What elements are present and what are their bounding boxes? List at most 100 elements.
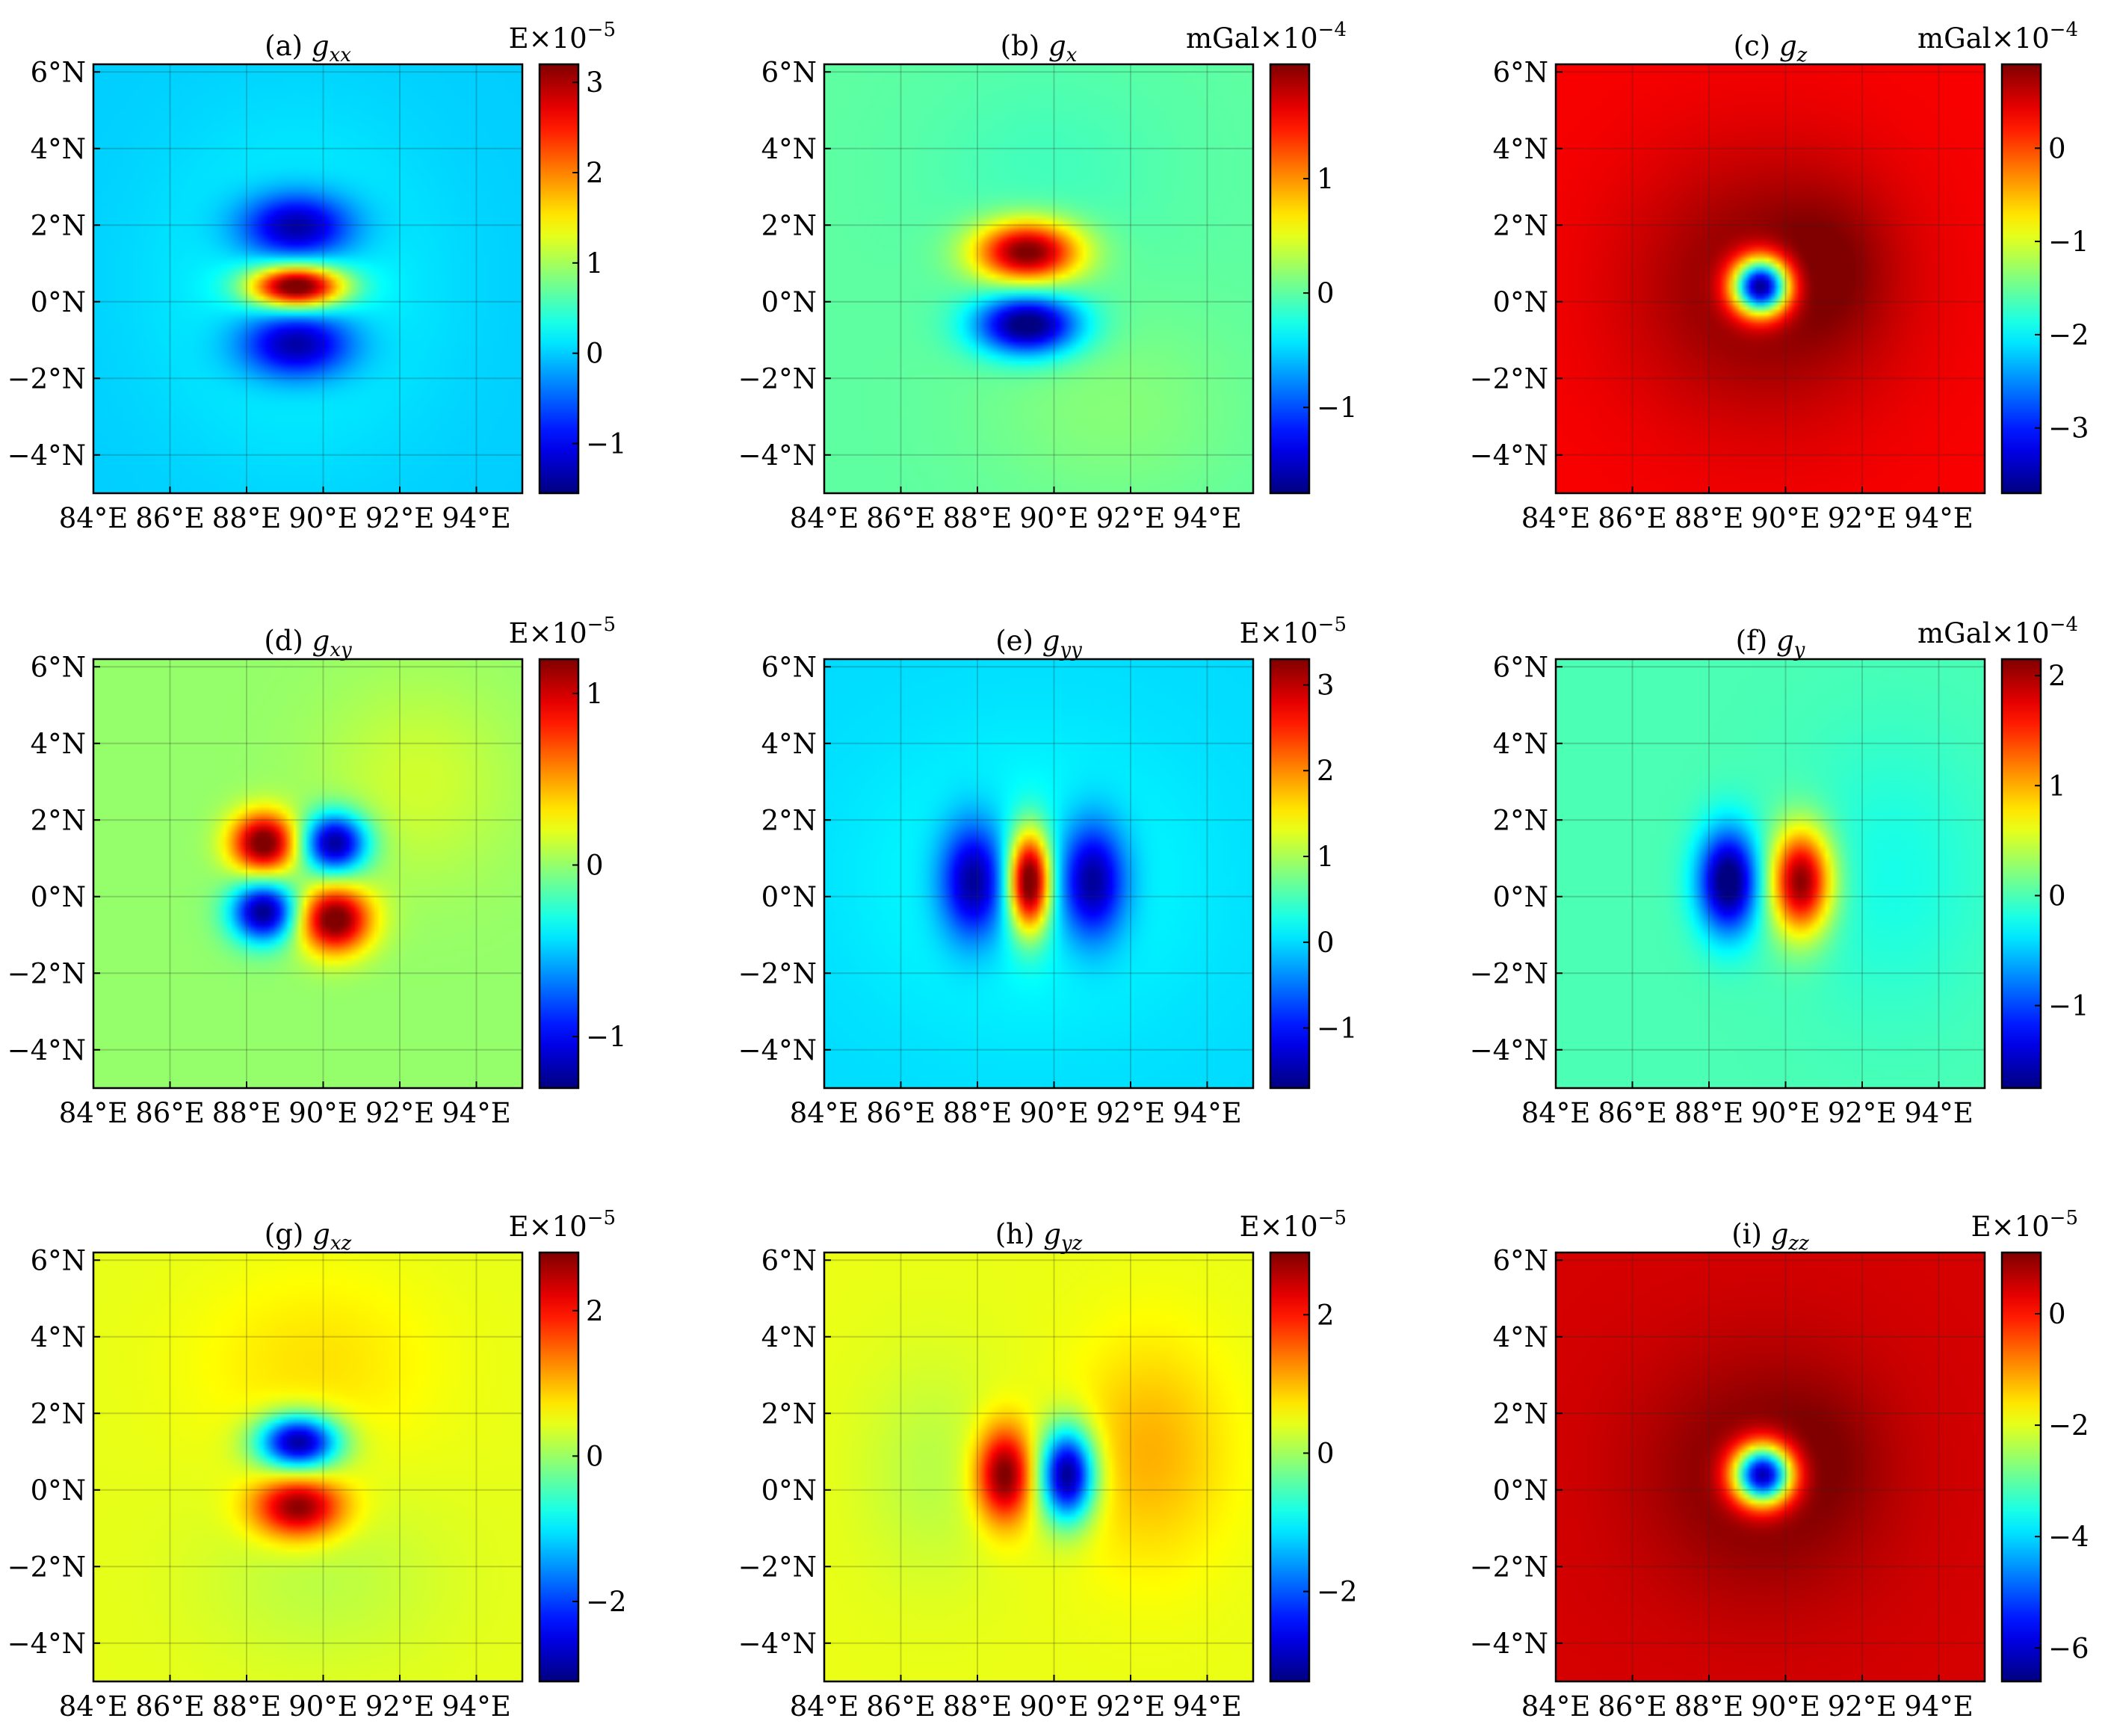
y-tick-label: 4°N xyxy=(31,1321,86,1353)
colorbar-frame xyxy=(1269,1251,1311,1683)
y-tick-label: −2°N xyxy=(1470,1551,1548,1583)
panel-c: 84°E 86°E 88°E 90°E 92°E 94°E −4°N −2°N 0°N 2°N 4°… xyxy=(1470,19,2089,534)
panel-title: (f) gy xyxy=(1736,625,1805,661)
y-tick-label: 4°N xyxy=(761,1321,817,1353)
axes-frame xyxy=(823,658,1255,1090)
x-tick-label: 88°E xyxy=(1675,1097,1744,1129)
x-tick-label: 86°E xyxy=(1598,502,1667,534)
y-tick-label: −4°N xyxy=(1470,1034,1548,1066)
panel-subscript: xx xyxy=(330,44,352,67)
colorbar-frame xyxy=(538,63,580,495)
colorbar-tick-label: 2 xyxy=(586,157,604,189)
colorbar-tick-label: −2 xyxy=(586,1586,627,1618)
x-tick-label: 94°E xyxy=(442,1097,511,1129)
panel-subscript: yy xyxy=(1059,639,1082,661)
panel-title: (a) gxx xyxy=(265,30,351,67)
x-tick-label: 84°E xyxy=(59,1690,129,1723)
colorbar-unit: mGal×10−4 xyxy=(1917,19,2078,55)
colorbar-tick-label: −1 xyxy=(586,428,627,460)
y-tick-label: 4°N xyxy=(1493,133,1548,165)
heatmap xyxy=(93,1252,522,1681)
colorbar-unit: E×10−5 xyxy=(1240,1207,1347,1243)
heatmap xyxy=(1556,659,1985,1088)
colorbar-unit: E×10−5 xyxy=(509,19,616,55)
y-tick-label: −2°N xyxy=(7,957,86,989)
panel-label: (g) xyxy=(265,1218,312,1250)
unit-exponent: −5 xyxy=(587,1207,616,1229)
y-tick-label: −4°N xyxy=(1470,1628,1548,1660)
unit-name: E×10 xyxy=(509,22,587,55)
x-tick-label: 88°E xyxy=(212,1690,282,1723)
unit-name: E×10 xyxy=(1240,1211,1318,1243)
panel-title: (e) gyy xyxy=(995,625,1082,661)
y-tick-label: 2°N xyxy=(1493,1397,1548,1430)
panel-title: (h) gyz xyxy=(995,1218,1083,1255)
y-tick-label: −4°N xyxy=(7,439,86,472)
unit-exponent: −5 xyxy=(587,614,616,636)
y-tick-label: 4°N xyxy=(31,728,86,760)
x-tick-label: 94°E xyxy=(1904,1097,1974,1129)
colorbar-tick-label: 0 xyxy=(586,338,604,370)
y-tick-label: −4°N xyxy=(1470,439,1548,472)
colorbar-tick-label: −2 xyxy=(1317,1576,1358,1608)
x-tick-label: 84°E xyxy=(59,1097,129,1129)
panel-symbol: g xyxy=(312,30,330,62)
colorbar-tick-label: 1 xyxy=(2048,770,2066,802)
y-tick-label: 2°N xyxy=(761,209,817,241)
panel-label: (e) xyxy=(995,625,1042,657)
x-tick-label: 88°E xyxy=(943,1097,1013,1129)
x-tick-label: 94°E xyxy=(442,1690,511,1723)
panel-subscript: xz xyxy=(330,1232,352,1255)
panel-b: 84°E 86°E 88°E 90°E 92°E 94°E −4°N −2°N 0°N 2°N 4°… xyxy=(738,19,1358,534)
x-tick-label: 86°E xyxy=(135,1690,205,1723)
x-tick-label: 86°E xyxy=(135,1097,205,1129)
x-tick-label: 86°E xyxy=(1598,1097,1667,1129)
panel-label: (a) xyxy=(265,30,312,62)
x-tick-label: 90°E xyxy=(288,1690,358,1723)
x-tick-label: 90°E xyxy=(1751,502,1820,534)
colorbar-unit: E×10−5 xyxy=(1971,1207,2078,1243)
panel-title: (b) gx xyxy=(1001,30,1078,67)
colorbar-frame xyxy=(1269,658,1311,1090)
y-tick-label: −2°N xyxy=(7,362,86,395)
y-tick-label: 4°N xyxy=(761,728,817,760)
x-tick-label: 94°E xyxy=(1172,1097,1242,1129)
colorbar-tick-label: −2 xyxy=(2048,1409,2089,1442)
axes-frame xyxy=(1554,658,1986,1090)
y-tick-label: 2°N xyxy=(761,804,817,836)
y-tick-label: 6°N xyxy=(31,651,86,683)
unit-exponent: −5 xyxy=(2050,1207,2078,1229)
colorbar-tick-label: −4 xyxy=(2048,1521,2089,1553)
colorbar xyxy=(540,1252,578,1681)
panel-symbol: g xyxy=(312,625,330,657)
colorbar-tick-label: 3 xyxy=(1317,669,1335,701)
colorbar-tick-label: 2 xyxy=(1317,755,1335,787)
y-tick-label: −2°N xyxy=(738,1551,817,1583)
x-tick-label: 88°E xyxy=(1675,502,1744,534)
x-tick-label: 90°E xyxy=(288,1097,358,1129)
y-tick-label: 2°N xyxy=(31,804,86,836)
panel-i: 84°E 86°E 88°E 90°E 92°E 94°E −4°N −2°N 0°N 2°N 4°… xyxy=(1470,1207,2089,1723)
y-tick-label: −4°N xyxy=(738,1034,817,1066)
colorbar-tick-label: −1 xyxy=(2048,990,2089,1022)
unit-exponent: −5 xyxy=(1318,614,1347,636)
axes-frame xyxy=(1554,63,1986,495)
x-tick-label: 92°E xyxy=(365,502,435,534)
y-tick-label: −4°N xyxy=(7,1628,86,1660)
panel-subscript: y xyxy=(1793,639,1805,661)
colorbar-tick-label: 2 xyxy=(1317,1299,1335,1331)
colorbar-tick-label: 2 xyxy=(586,1295,604,1327)
x-tick-label: 92°E xyxy=(1096,1690,1166,1723)
panel-f: 84°E 86°E 88°E 90°E 92°E 94°E −4°N −2°N 0°N 2°N 4°… xyxy=(1470,614,2089,1129)
axes-frame xyxy=(92,1251,524,1683)
y-tick-label: 4°N xyxy=(1493,728,1548,760)
y-tick-label: 0°N xyxy=(31,881,86,913)
colorbar-tick-label: −3 xyxy=(2048,413,2089,445)
panel-subscript: zz xyxy=(1787,1232,1809,1255)
colorbar-frame xyxy=(1269,63,1311,495)
colorbar-tick-label: 3 xyxy=(586,67,604,99)
x-tick-label: 90°E xyxy=(1019,1690,1089,1723)
y-tick-label: 6°N xyxy=(761,651,817,683)
panel-a: 84°E 86°E 88°E 90°E 92°E 94°E −4°N −2°N 0°N 2°N 4°… xyxy=(7,19,627,534)
